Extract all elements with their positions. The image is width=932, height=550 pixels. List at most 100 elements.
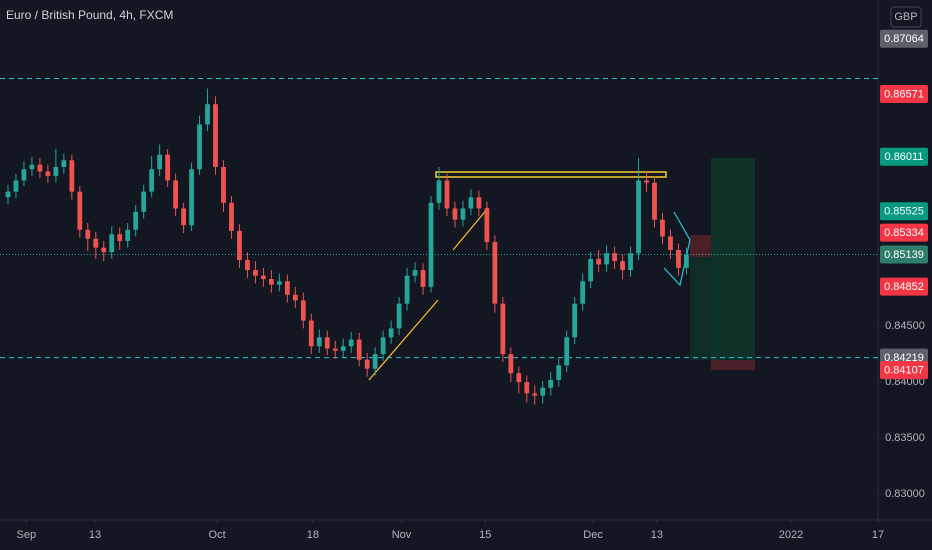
x-tick-label: Oct: [209, 529, 226, 541]
candle-body: [213, 104, 218, 167]
candle-body: [348, 339, 354, 347]
y-tick-label: 0.83000: [885, 488, 925, 500]
target-zone: [690, 257, 711, 360]
price-label-box: [880, 277, 928, 296]
candle-body: [117, 234, 123, 241]
candle-body: [580, 281, 586, 304]
x-tick-label: 13: [89, 529, 101, 541]
x-tick-label: 17: [872, 529, 884, 541]
candle-body: [324, 337, 330, 349]
candle-body: [300, 300, 306, 321]
x-tick-label: Nov: [392, 529, 412, 541]
price-label: 0.85525: [884, 206, 924, 218]
candle-body: [69, 160, 75, 192]
candle-body: [61, 160, 67, 167]
price-label: 0.86571: [884, 88, 924, 100]
stop-zone: [711, 360, 755, 370]
candle-body: [436, 180, 442, 203]
candle-body: [173, 180, 178, 209]
price-label-box: [880, 361, 928, 380]
x-tick-label: Dec: [583, 529, 603, 541]
candle-body: [492, 242, 498, 304]
candle-body: [45, 171, 51, 176]
candle-body: [157, 154, 163, 170]
candle-body: [604, 253, 610, 265]
candle-body: [628, 253, 633, 271]
price-label: 0.84219: [884, 352, 924, 364]
candle-body: [284, 281, 290, 295]
candle-body: [149, 169, 155, 192]
candle-body: [532, 393, 538, 396]
candle-body: [77, 191, 83, 230]
candle-body: [380, 337, 386, 355]
candle-body: [13, 180, 19, 192]
price-label: 0.85334: [884, 227, 924, 239]
price-label-box: [880, 202, 928, 221]
candle-body: [253, 270, 258, 276]
candle-body: [21, 169, 27, 181]
candle-body: [340, 346, 346, 351]
candle-body: [229, 202, 234, 231]
candle-body: [316, 337, 322, 347]
price-label: 0.87064: [884, 33, 924, 45]
candle-body: [612, 253, 617, 262]
candle-body: [268, 279, 274, 285]
price-label-box: [880, 85, 928, 104]
candle-body: [668, 236, 673, 250]
candle-body: [516, 373, 522, 383]
candle-body: [53, 166, 59, 176]
candle-body: [508, 354, 514, 374]
candle-body: [540, 387, 546, 396]
x-tick-label: Sep: [17, 529, 37, 541]
candle-body: [412, 270, 418, 276]
candle-body: [420, 270, 426, 287]
candle-body: [189, 169, 194, 226]
price-label-box: [880, 223, 928, 242]
candle-body: [237, 230, 242, 260]
candle-body: [484, 208, 490, 243]
candle-body: [388, 328, 394, 338]
candle-body: [428, 202, 434, 287]
candle-body: [292, 294, 298, 301]
candle-body: [261, 275, 266, 280]
y-tick-label: 0.84500: [885, 320, 925, 332]
candle-body: [125, 229, 131, 241]
y-tick-label: 0.83500: [885, 432, 925, 444]
x-tick-label: 15: [479, 529, 491, 541]
candle-body: [476, 197, 482, 209]
chart-title: Euro / British Pound, 4h, FXCM: [6, 8, 173, 22]
price-label-box: [880, 147, 928, 166]
candle-body: [141, 191, 147, 212]
candle-body: [676, 249, 681, 268]
trend-line: [368, 299, 439, 381]
price-label: 0.85139: [884, 249, 924, 261]
drawings: [368, 158, 755, 381]
candle-body: [332, 348, 338, 351]
candle-body: [572, 303, 578, 338]
price-label-box: [880, 29, 928, 48]
candle-body: [181, 208, 186, 226]
candle-body: [85, 229, 91, 239]
candle-body: [444, 180, 450, 209]
price-label: 0.84852: [884, 281, 924, 293]
candle-body: [133, 211, 139, 230]
x-tick-label: 2022: [779, 529, 803, 541]
candle-body: [37, 164, 43, 172]
candle-body: [245, 260, 250, 271]
price-label-box: [880, 245, 928, 264]
candle-body: [636, 180, 641, 254]
target-zone: [711, 158, 755, 360]
candle-body: [460, 208, 466, 220]
x-tick-label: 18: [307, 529, 319, 541]
candle-body: [308, 320, 314, 347]
candle-body: [364, 359, 370, 369]
price-label: 0.84107: [884, 365, 924, 377]
candle-body: [276, 281, 282, 285]
candle-body: [221, 166, 226, 203]
candle-body: [165, 154, 171, 181]
candle-body: [548, 379, 554, 388]
candle-body: [197, 124, 202, 170]
candle-body: [564, 337, 570, 366]
